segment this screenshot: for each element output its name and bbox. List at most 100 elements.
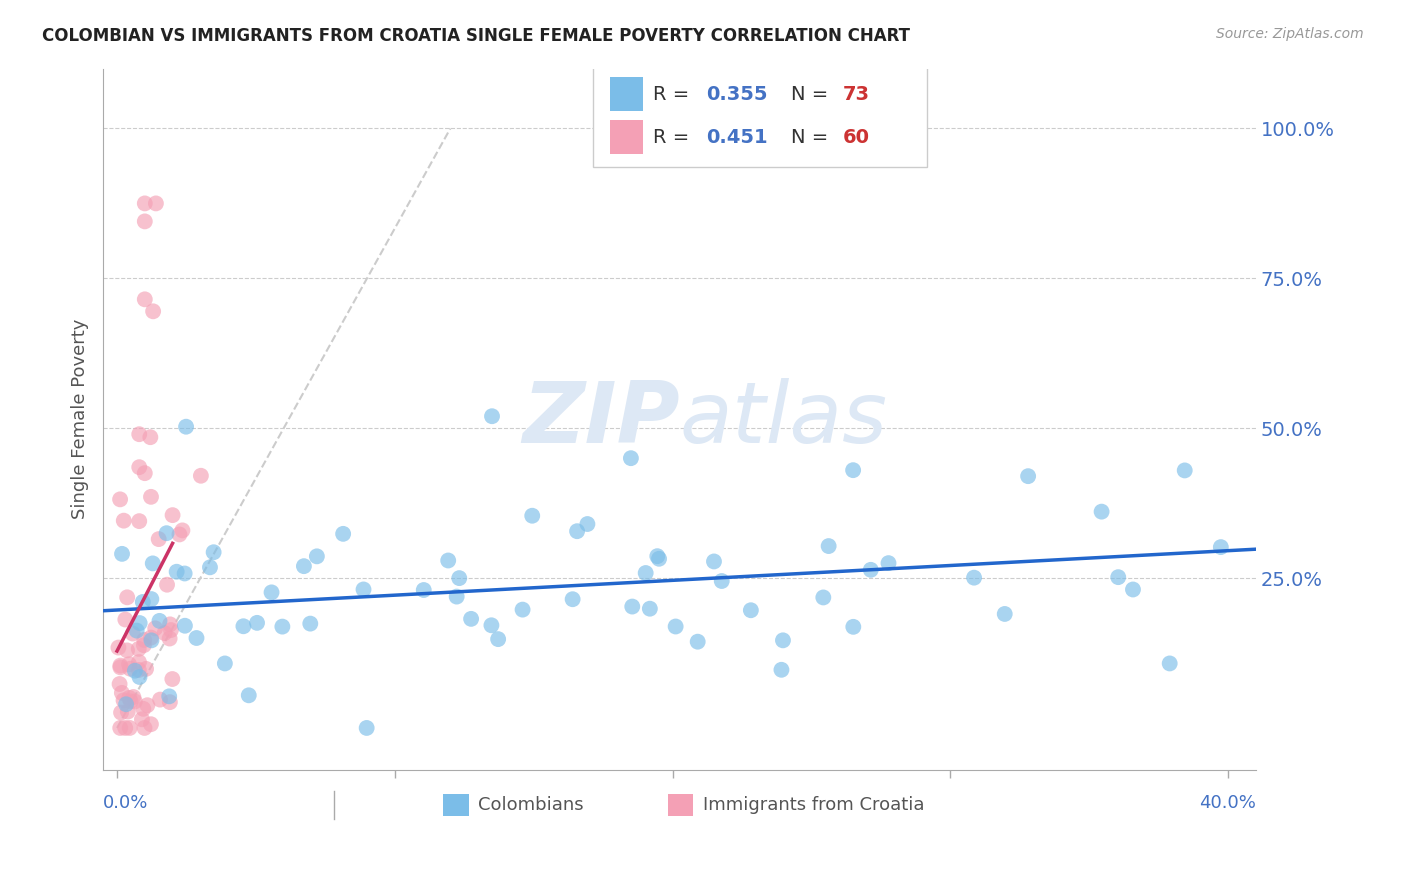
Point: [437, 553, 460, 567]
Point: [108, 492, 131, 507]
Text: 0.0%: 0.0%: [103, 795, 149, 813]
Point: [260, 585, 283, 599]
Point: [128, 655, 150, 669]
Point: [648, 551, 671, 566]
Point: [128, 615, 150, 630]
Point: [246, 615, 269, 630]
Point: [114, 721, 136, 735]
Point: [332, 526, 354, 541]
Point: [1090, 505, 1112, 519]
Point: [121, 626, 143, 640]
Point: [128, 670, 150, 684]
Text: Immigrants from Croatia: Immigrants from Croatia: [703, 796, 924, 814]
Point: [645, 549, 668, 564]
Text: N =: N =: [792, 85, 835, 104]
Point: [142, 557, 165, 571]
Point: [481, 409, 503, 424]
Point: [118, 657, 141, 672]
Point: [353, 582, 375, 597]
Point: [153, 626, 176, 640]
Point: [565, 524, 588, 539]
Point: [877, 556, 900, 570]
Point: [169, 527, 191, 541]
Point: [576, 516, 599, 531]
Point: [522, 508, 544, 523]
Point: [460, 612, 482, 626]
Point: [994, 607, 1017, 621]
Point: [139, 430, 162, 444]
Text: ZIP: ZIP: [522, 377, 679, 460]
Point: [141, 592, 163, 607]
Point: [842, 463, 865, 477]
Text: 73: 73: [844, 85, 870, 104]
Point: [112, 693, 135, 707]
Point: [117, 705, 139, 719]
Text: 0.451: 0.451: [706, 128, 768, 147]
Point: [128, 514, 150, 528]
Point: [118, 721, 141, 735]
Point: [132, 702, 155, 716]
Point: [143, 621, 166, 635]
Point: [232, 619, 254, 633]
Point: [139, 717, 162, 731]
Point: [634, 566, 657, 580]
Text: 40.0%: 40.0%: [1199, 795, 1256, 813]
Text: COLOMBIAN VS IMMIGRANTS FROM CROATIA SINGLE FEMALE POVERTY CORRELATION CHART: COLOMBIAN VS IMMIGRANTS FROM CROATIA SIN…: [42, 27, 910, 45]
Point: [172, 524, 194, 538]
Text: atlas: atlas: [679, 377, 887, 460]
Point: [132, 595, 155, 609]
Point: [111, 547, 134, 561]
Text: R =: R =: [652, 128, 696, 147]
Point: [412, 582, 434, 597]
Point: [620, 451, 643, 466]
Point: [108, 677, 131, 691]
Point: [305, 549, 328, 564]
Point: [190, 468, 212, 483]
Point: [122, 690, 145, 704]
Point: [1174, 463, 1197, 477]
Point: [139, 631, 162, 645]
Point: [110, 658, 132, 673]
Point: [1159, 657, 1181, 671]
Point: [155, 526, 177, 541]
Point: [159, 632, 181, 646]
Point: [446, 590, 468, 604]
Point: [128, 427, 150, 442]
Point: [186, 631, 208, 645]
Point: [772, 633, 794, 648]
Point: [132, 638, 155, 652]
Point: [710, 574, 733, 588]
Point: [128, 663, 150, 677]
Point: [141, 633, 163, 648]
Point: [134, 721, 156, 735]
Point: [740, 603, 762, 617]
Point: [107, 640, 129, 655]
Text: Colombians: Colombians: [478, 796, 583, 814]
Point: [292, 559, 315, 574]
FancyBboxPatch shape: [668, 795, 693, 815]
Point: [142, 304, 165, 318]
Point: [859, 563, 882, 577]
Text: 60: 60: [844, 128, 870, 147]
Point: [166, 565, 188, 579]
Point: [238, 688, 260, 702]
Point: [111, 686, 134, 700]
Point: [486, 632, 509, 647]
FancyBboxPatch shape: [443, 795, 468, 815]
Point: [481, 618, 503, 632]
Point: [1017, 469, 1039, 483]
Point: [120, 694, 142, 708]
Point: [214, 657, 236, 671]
FancyBboxPatch shape: [593, 65, 928, 167]
Point: [963, 571, 986, 585]
Point: [148, 532, 170, 546]
Point: [271, 619, 294, 633]
Point: [135, 662, 157, 676]
Point: [148, 614, 170, 628]
Point: [115, 643, 138, 657]
Point: [173, 566, 195, 581]
Point: [162, 672, 184, 686]
Text: N =: N =: [792, 128, 835, 147]
FancyBboxPatch shape: [610, 77, 643, 111]
Point: [174, 419, 197, 434]
